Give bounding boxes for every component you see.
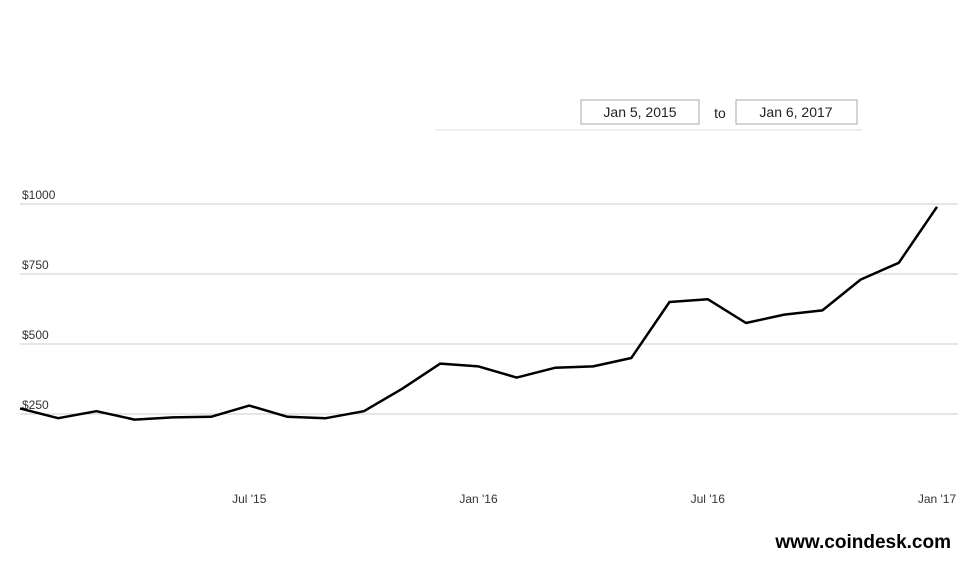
x-tick-label: Jul '16 [691, 492, 726, 506]
date-to[interactable]: Jan 6, 2017 [759, 104, 832, 120]
y-tick-label: $500 [22, 328, 49, 342]
x-tick-label: Jan '17 [918, 492, 957, 506]
price-line [19, 206, 939, 421]
date-to-box[interactable] [735, 99, 858, 125]
y-tick-label: $750 [22, 258, 49, 272]
source: www.coindesk.com [774, 532, 951, 553]
date-from[interactable]: Jan 5, 2015 [603, 104, 676, 120]
x-tick-label: Jul '15 [232, 492, 267, 506]
x-tick-label: Jan '16 [459, 492, 498, 506]
date-separator: to [714, 105, 726, 121]
y-tick-label: $1000 [22, 188, 56, 202]
y-tick-label: $250 [22, 398, 49, 412]
date-from-box[interactable] [580, 99, 700, 125]
